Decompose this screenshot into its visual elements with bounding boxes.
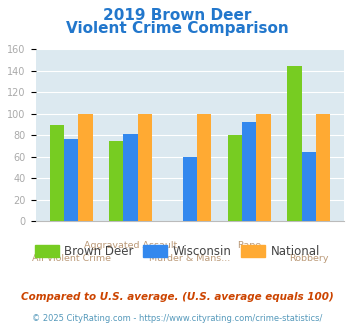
Text: 2019 Brown Deer: 2019 Brown Deer: [103, 8, 252, 23]
Text: Compared to U.S. average. (U.S. average equals 100): Compared to U.S. average. (U.S. average …: [21, 292, 334, 302]
Bar: [50, 124, 64, 221]
Text: © 2025 CityRating.com - https://www.cityrating.com/crime-statistics/: © 2025 CityRating.com - https://www.city…: [32, 314, 323, 323]
Bar: [287, 66, 302, 221]
Bar: [197, 114, 211, 221]
Bar: [228, 135, 242, 221]
Bar: [242, 122, 256, 221]
Text: Violent Crime Comparison: Violent Crime Comparison: [66, 21, 289, 36]
Bar: [138, 114, 152, 221]
Text: Aggravated Assault: Aggravated Assault: [84, 241, 177, 249]
Bar: [256, 114, 271, 221]
Bar: [183, 157, 197, 221]
Text: All Violent Crime: All Violent Crime: [32, 254, 111, 263]
Text: Rape: Rape: [237, 241, 261, 249]
Bar: [109, 141, 124, 221]
Text: Murder & Mans...: Murder & Mans...: [149, 254, 230, 263]
Bar: [124, 134, 138, 221]
Bar: [78, 114, 93, 221]
Legend: Brown Deer, Wisconsin, National: Brown Deer, Wisconsin, National: [30, 241, 325, 263]
Bar: [302, 152, 316, 221]
Text: Robbery: Robbery: [289, 254, 328, 263]
Bar: [316, 114, 330, 221]
Bar: [64, 139, 78, 221]
